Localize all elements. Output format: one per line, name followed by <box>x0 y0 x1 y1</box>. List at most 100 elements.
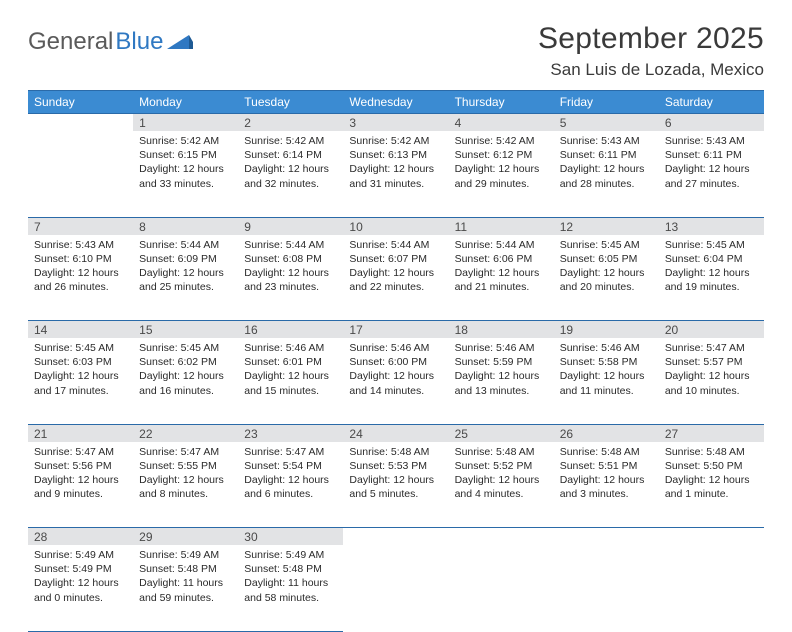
day-number-cell: 3 <box>343 114 448 132</box>
day-cell: Sunrise: 5:45 AMSunset: 6:02 PMDaylight:… <box>133 338 238 424</box>
logo-text-2: Blue <box>115 28 163 56</box>
day-number-cell: 21 <box>28 424 133 442</box>
day-number-cell: 1 <box>133 114 238 132</box>
day-number-cell: 9 <box>238 217 343 235</box>
day-cell: Sunrise: 5:46 AMSunset: 6:00 PMDaylight:… <box>343 338 448 424</box>
day-cell: Sunrise: 5:42 AMSunset: 6:14 PMDaylight:… <box>238 131 343 217</box>
weekday-header-row: SundayMondayTuesdayWednesdayThursdayFrid… <box>28 91 764 114</box>
logo-text-1: General <box>28 28 113 56</box>
calendar-table: SundayMondayTuesdayWednesdayThursdayFrid… <box>28 90 764 632</box>
day-cell-body: Sunrise: 5:44 AMSunset: 6:08 PMDaylight:… <box>238 235 343 299</box>
day-cell-body: Sunrise: 5:47 AMSunset: 5:55 PMDaylight:… <box>133 442 238 506</box>
day-cell-body: Sunrise: 5:46 AMSunset: 6:01 PMDaylight:… <box>238 338 343 402</box>
day-cell: Sunrise: 5:48 AMSunset: 5:52 PMDaylight:… <box>449 442 554 528</box>
week-row: Sunrise: 5:42 AMSunset: 6:15 PMDaylight:… <box>28 131 764 217</box>
day-cell: Sunrise: 5:44 AMSunset: 6:08 PMDaylight:… <box>238 235 343 321</box>
day-number-row: 21222324252627 <box>28 424 764 442</box>
day-cell-body: Sunrise: 5:44 AMSunset: 6:07 PMDaylight:… <box>343 235 448 299</box>
day-cell: Sunrise: 5:47 AMSunset: 5:57 PMDaylight:… <box>659 338 764 424</box>
day-cell-body: Sunrise: 5:47 AMSunset: 5:56 PMDaylight:… <box>28 442 133 506</box>
day-cell: Sunrise: 5:48 AMSunset: 5:51 PMDaylight:… <box>554 442 659 528</box>
day-cell: Sunrise: 5:44 AMSunset: 6:06 PMDaylight:… <box>449 235 554 321</box>
day-cell: Sunrise: 5:49 AMSunset: 5:49 PMDaylight:… <box>28 545 133 631</box>
day-cell-body: Sunrise: 5:44 AMSunset: 6:06 PMDaylight:… <box>449 235 554 299</box>
day-number-cell: 12 <box>554 217 659 235</box>
day-number-cell: 24 <box>343 424 448 442</box>
day-cell: Sunrise: 5:43 AMSunset: 6:11 PMDaylight:… <box>659 131 764 217</box>
day-number-cell: 30 <box>238 528 343 546</box>
day-cell-body: Sunrise: 5:42 AMSunset: 6:12 PMDaylight:… <box>449 131 554 195</box>
title-block: September 2025 San Luis de Lozada, Mexic… <box>538 22 764 80</box>
day-cell: Sunrise: 5:44 AMSunset: 6:09 PMDaylight:… <box>133 235 238 321</box>
day-cell <box>28 131 133 217</box>
day-number-cell <box>659 528 764 546</box>
day-cell-body: Sunrise: 5:43 AMSunset: 6:11 PMDaylight:… <box>554 131 659 195</box>
day-cell: Sunrise: 5:43 AMSunset: 6:11 PMDaylight:… <box>554 131 659 217</box>
day-cell: Sunrise: 5:46 AMSunset: 5:59 PMDaylight:… <box>449 338 554 424</box>
day-cell <box>449 545 554 631</box>
day-cell-body: Sunrise: 5:45 AMSunset: 6:05 PMDaylight:… <box>554 235 659 299</box>
day-cell <box>554 545 659 631</box>
day-number-cell: 4 <box>449 114 554 132</box>
day-cell-body: Sunrise: 5:45 AMSunset: 6:04 PMDaylight:… <box>659 235 764 299</box>
day-number-cell <box>554 528 659 546</box>
day-number-cell: 10 <box>343 217 448 235</box>
day-cell-body: Sunrise: 5:46 AMSunset: 5:59 PMDaylight:… <box>449 338 554 402</box>
day-cell: Sunrise: 5:45 AMSunset: 6:05 PMDaylight:… <box>554 235 659 321</box>
day-number-cell: 16 <box>238 321 343 339</box>
day-number-cell: 11 <box>449 217 554 235</box>
day-number-cell: 18 <box>449 321 554 339</box>
weekday-header: Friday <box>554 91 659 114</box>
day-cell: Sunrise: 5:48 AMSunset: 5:50 PMDaylight:… <box>659 442 764 528</box>
day-cell: Sunrise: 5:42 AMSunset: 6:13 PMDaylight:… <box>343 131 448 217</box>
day-cell-body: Sunrise: 5:48 AMSunset: 5:53 PMDaylight:… <box>343 442 448 506</box>
day-number-cell: 6 <box>659 114 764 132</box>
day-number-cell: 5 <box>554 114 659 132</box>
month-title: September 2025 <box>538 22 764 56</box>
weekday-header: Sunday <box>28 91 133 114</box>
logo-triangle-icon <box>167 33 193 51</box>
day-number-cell: 22 <box>133 424 238 442</box>
week-row: Sunrise: 5:43 AMSunset: 6:10 PMDaylight:… <box>28 235 764 321</box>
day-cell-body: Sunrise: 5:48 AMSunset: 5:50 PMDaylight:… <box>659 442 764 506</box>
day-number-row: 123456 <box>28 114 764 132</box>
location: San Luis de Lozada, Mexico <box>538 60 764 80</box>
day-cell: Sunrise: 5:49 AMSunset: 5:48 PMDaylight:… <box>238 545 343 631</box>
day-number-row: 78910111213 <box>28 217 764 235</box>
day-number-cell: 28 <box>28 528 133 546</box>
day-cell-body: Sunrise: 5:49 AMSunset: 5:48 PMDaylight:… <box>133 545 238 609</box>
day-cell: Sunrise: 5:45 AMSunset: 6:04 PMDaylight:… <box>659 235 764 321</box>
day-cell-body: Sunrise: 5:45 AMSunset: 6:02 PMDaylight:… <box>133 338 238 402</box>
weekday-header: Thursday <box>449 91 554 114</box>
logo: GeneralBlue <box>28 22 193 56</box>
day-number-row: 282930 <box>28 528 764 546</box>
day-number-cell: 2 <box>238 114 343 132</box>
day-cell: Sunrise: 5:42 AMSunset: 6:12 PMDaylight:… <box>449 131 554 217</box>
day-cell-body: Sunrise: 5:49 AMSunset: 5:48 PMDaylight:… <box>238 545 343 609</box>
day-cell-body: Sunrise: 5:49 AMSunset: 5:49 PMDaylight:… <box>28 545 133 609</box>
day-cell-body: Sunrise: 5:47 AMSunset: 5:54 PMDaylight:… <box>238 442 343 506</box>
day-cell-body: Sunrise: 5:48 AMSunset: 5:52 PMDaylight:… <box>449 442 554 506</box>
weekday-header: Saturday <box>659 91 764 114</box>
day-number-row: 14151617181920 <box>28 321 764 339</box>
day-cell-body: Sunrise: 5:45 AMSunset: 6:03 PMDaylight:… <box>28 338 133 402</box>
day-cell-body: Sunrise: 5:42 AMSunset: 6:15 PMDaylight:… <box>133 131 238 195</box>
day-cell: Sunrise: 5:48 AMSunset: 5:53 PMDaylight:… <box>343 442 448 528</box>
day-cell-body: Sunrise: 5:47 AMSunset: 5:57 PMDaylight:… <box>659 338 764 402</box>
day-number-cell: 26 <box>554 424 659 442</box>
day-number-cell: 15 <box>133 321 238 339</box>
day-cell-body: Sunrise: 5:48 AMSunset: 5:51 PMDaylight:… <box>554 442 659 506</box>
day-cell: Sunrise: 5:44 AMSunset: 6:07 PMDaylight:… <box>343 235 448 321</box>
weekday-header: Wednesday <box>343 91 448 114</box>
day-cell <box>659 545 764 631</box>
page: GeneralBlue September 2025 San Luis de L… <box>0 0 792 632</box>
day-cell-body: Sunrise: 5:42 AMSunset: 6:14 PMDaylight:… <box>238 131 343 195</box>
day-cell: Sunrise: 5:47 AMSunset: 5:55 PMDaylight:… <box>133 442 238 528</box>
day-number-cell <box>28 114 133 132</box>
day-number-cell: 19 <box>554 321 659 339</box>
day-number-cell: 20 <box>659 321 764 339</box>
day-cell: Sunrise: 5:43 AMSunset: 6:10 PMDaylight:… <box>28 235 133 321</box>
day-number-cell <box>449 528 554 546</box>
day-number-cell: 8 <box>133 217 238 235</box>
weekday-header: Monday <box>133 91 238 114</box>
